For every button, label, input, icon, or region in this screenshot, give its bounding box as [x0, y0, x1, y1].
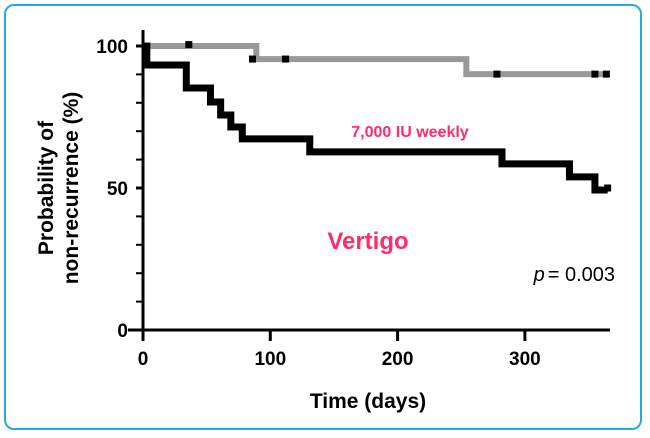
censor-mark: [602, 70, 610, 78]
censor-mark: [159, 61, 167, 69]
x-tick-label: 300: [509, 349, 541, 370]
y-tick-label: 100: [96, 37, 128, 58]
y-axis-label-line1: Probability of: [35, 120, 58, 255]
chart-title: Vertigo: [327, 228, 408, 255]
censor-mark: [493, 70, 501, 78]
x-tick-label: 100: [254, 349, 286, 370]
km-curve-gray: [143, 43, 608, 78]
y-tick-label: 50: [107, 179, 128, 200]
censor-mark: [201, 84, 209, 92]
y-axis-label-line2: non-recurrence (%): [60, 92, 83, 285]
x-tick-label: 0: [138, 349, 149, 370]
censor-mark: [591, 70, 599, 78]
censor-mark: [176, 61, 184, 69]
y-tick-label: 0: [117, 321, 128, 342]
x-axis-label: Time (days): [310, 390, 426, 413]
censor-mark: [248, 55, 256, 63]
censor-mark: [185, 41, 193, 49]
censor-mark: [282, 55, 290, 63]
p-number: = 0.003: [548, 264, 615, 286]
censor-mark: [604, 184, 612, 192]
p-value: p = 0.003: [533, 264, 615, 286]
figure-frame: [4, 4, 642, 430]
group-label: 7,000 IU weekly: [351, 124, 469, 141]
km-curve-black: [143, 42, 608, 194]
x-tick-label: 200: [382, 349, 414, 370]
p-symbol: p: [533, 264, 545, 286]
